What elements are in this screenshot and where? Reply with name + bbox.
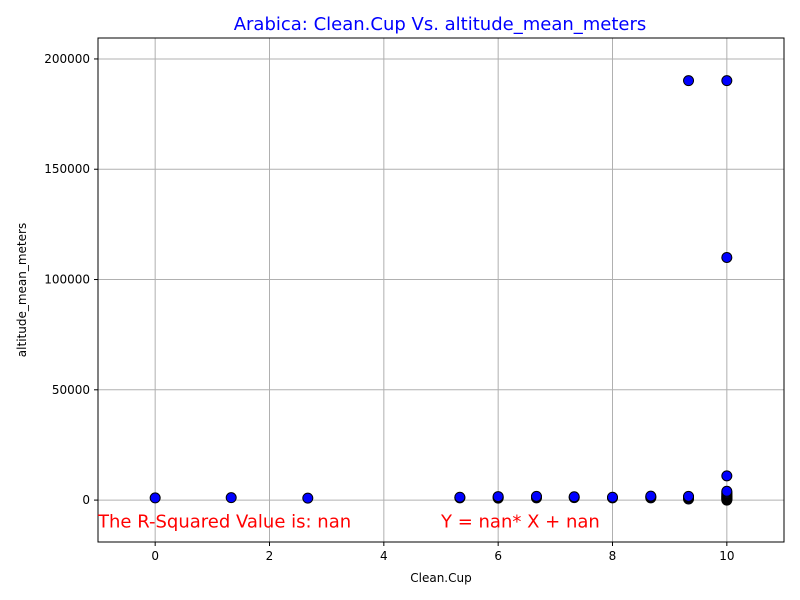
regression-annotation: Y = nan* X + nan xyxy=(440,512,600,533)
data-points xyxy=(149,75,733,506)
data-point xyxy=(721,75,733,87)
data-point xyxy=(721,485,733,497)
chart-title: Arabica: Clean.Cup Vs. altitude_mean_met… xyxy=(234,14,647,35)
y-axis-label: altitude_mean_meters xyxy=(15,223,29,357)
x-tick-label: 6 xyxy=(494,549,502,563)
regression-annotation: The R-Squared Value is: nan xyxy=(97,512,351,533)
y-tick-label: 50000 xyxy=(52,383,90,397)
annotations: The R-Squared Value is: nan Y = nan* X + … xyxy=(97,512,600,533)
x-axis-label: Clean.Cup xyxy=(410,571,471,585)
axis-ticks: 0 2 4 6 8 10 0 50000 100000 150000 200000 xyxy=(44,52,734,563)
plot-area-frame xyxy=(97,37,785,543)
x-tick-label: 8 xyxy=(609,549,617,563)
data-point xyxy=(721,251,733,263)
x-tick-label: 0 xyxy=(151,549,159,563)
data-point xyxy=(492,491,504,503)
data-point xyxy=(530,490,542,502)
data-point xyxy=(645,490,657,502)
y-tick-label: 100000 xyxy=(44,273,90,287)
data-point xyxy=(568,491,580,503)
data-point xyxy=(607,491,618,503)
x-tick-label: 4 xyxy=(380,549,388,563)
data-point xyxy=(225,492,237,504)
y-tick-label: 200000 xyxy=(44,52,90,66)
data-point xyxy=(683,490,695,502)
y-tick-label: 0 xyxy=(82,493,90,507)
data-point xyxy=(721,470,733,482)
data-point xyxy=(454,491,466,503)
data-point xyxy=(302,492,314,504)
y-tick-label: 150000 xyxy=(44,162,90,176)
data-point xyxy=(149,492,161,504)
data-point xyxy=(683,75,695,87)
x-tick-label: 10 xyxy=(719,549,734,563)
grid-lines xyxy=(98,38,784,542)
x-tick-label: 2 xyxy=(266,549,274,563)
